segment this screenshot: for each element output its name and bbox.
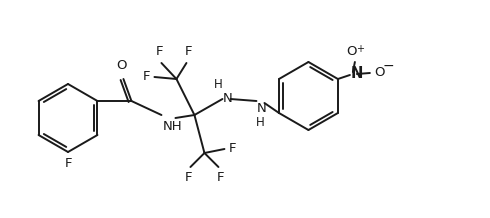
Text: N: N xyxy=(222,92,232,104)
Text: F: F xyxy=(156,45,163,58)
Text: H: H xyxy=(256,116,265,129)
Text: +: + xyxy=(356,44,364,54)
Text: F: F xyxy=(185,171,192,184)
Text: F: F xyxy=(185,45,192,58)
Text: O: O xyxy=(346,45,357,58)
Text: H: H xyxy=(214,78,223,91)
Text: F: F xyxy=(143,70,150,83)
Text: O: O xyxy=(374,65,384,78)
Text: −: − xyxy=(383,59,394,73)
Text: O: O xyxy=(116,59,127,72)
Text: NH: NH xyxy=(163,120,182,133)
Text: F: F xyxy=(217,171,224,184)
Text: F: F xyxy=(228,143,236,155)
Text: N: N xyxy=(351,66,363,82)
Text: N: N xyxy=(256,102,266,116)
Text: F: F xyxy=(64,157,72,170)
